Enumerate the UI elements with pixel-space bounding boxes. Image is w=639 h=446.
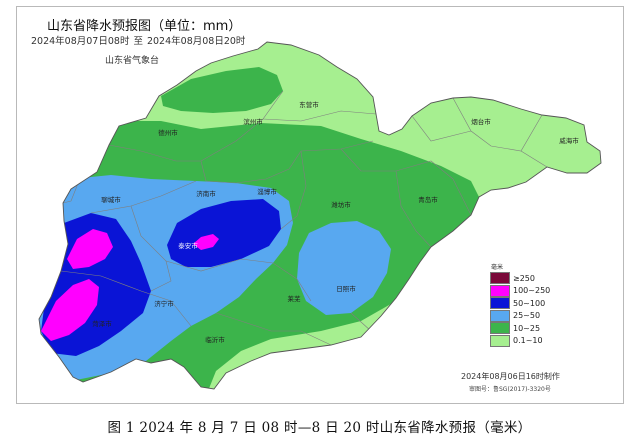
precipitation-map bbox=[38, 41, 602, 390]
legend-swatch bbox=[490, 297, 510, 310]
prefecture-boundaries bbox=[60, 90, 548, 346]
city-label: 东营市 bbox=[299, 101, 319, 109]
legend-label: ≥250 bbox=[513, 273, 535, 283]
zone-100-250-west-a bbox=[67, 229, 113, 269]
legend-item: 100~250 bbox=[490, 284, 572, 298]
map-title: 山东省降水预报图（单位：mm） bbox=[47, 19, 242, 34]
zone-50-100-central bbox=[167, 199, 281, 267]
period-start: 2024年08月07日08时 bbox=[31, 36, 130, 47]
period-sep: 至 bbox=[133, 36, 143, 47]
legend-item: 50~100 bbox=[490, 297, 572, 310]
made-timestamp: 2024年08月06日16时制作 bbox=[461, 372, 560, 381]
city-label: 潍坊市 bbox=[331, 201, 351, 209]
zone-100-250-taian bbox=[193, 234, 219, 250]
issuer-name: 山东省气象台 bbox=[105, 56, 160, 66]
legend-swatch bbox=[490, 322, 510, 335]
zone-10-25-north bbox=[161, 67, 283, 113]
city-label: 菏泽市 bbox=[92, 320, 112, 328]
legend-label: 100~250 bbox=[513, 286, 551, 296]
city-label: 济宁市 bbox=[154, 300, 174, 308]
city-label: 青岛市 bbox=[418, 196, 438, 204]
city-label: 聊城市 bbox=[101, 196, 121, 204]
zone-25-50-east bbox=[297, 221, 391, 315]
zone-100-250-west-b bbox=[41, 279, 99, 341]
map-frame: 山东省降水预报图（单位：mm） 2024年08月07日08时至 2024年08月0… bbox=[16, 6, 624, 404]
legend-item: 25~50 bbox=[490, 309, 572, 323]
city-label: 烟台市 bbox=[471, 118, 491, 126]
legend-swatch bbox=[490, 334, 510, 347]
city-label: 德州市 bbox=[158, 129, 178, 137]
legend-label: 25~50 bbox=[513, 311, 541, 321]
legend: 毫米 ≥250 100~250 50~100 25~50 10~25 0.1~10 bbox=[490, 263, 572, 347]
city-label: 临沂市 bbox=[205, 336, 225, 344]
legend-label: 10~25 bbox=[513, 323, 541, 333]
city-label: 滨州市 bbox=[243, 118, 263, 126]
city-label: 淄博市 bbox=[257, 188, 277, 196]
city-label: 威海市 bbox=[559, 137, 579, 145]
city-label: 莱芜 bbox=[287, 295, 301, 303]
legend-item: ≥250 bbox=[490, 272, 572, 285]
period-end: 2024年08月08日20时 bbox=[146, 36, 246, 47]
legend-swatch bbox=[490, 284, 510, 297]
city-label: 泰安市 bbox=[178, 242, 198, 250]
legend-label: 50~100 bbox=[513, 298, 546, 308]
map-approval-number: 审图号：鲁SG(2017)-3320号 bbox=[469, 386, 551, 393]
city-label: 济南市 bbox=[196, 190, 216, 198]
legend-swatch bbox=[490, 272, 510, 285]
city-label: 日照市 bbox=[336, 285, 356, 293]
legend-swatch bbox=[490, 309, 510, 322]
legend-label: 0.1~10 bbox=[513, 336, 543, 346]
legend-title: 毫米 bbox=[491, 264, 504, 271]
legend-item: 10~25 bbox=[490, 322, 572, 335]
forecast-period: 2024年08月07日08时至 2024年08月08日20时 bbox=[31, 33, 249, 47]
figure-caption: 图 1 2024 年 8 月 7 日 08 时—8 日 20 时山东省降水预报（… bbox=[107, 420, 532, 436]
legend-item: 0.1~10 bbox=[490, 334, 572, 348]
